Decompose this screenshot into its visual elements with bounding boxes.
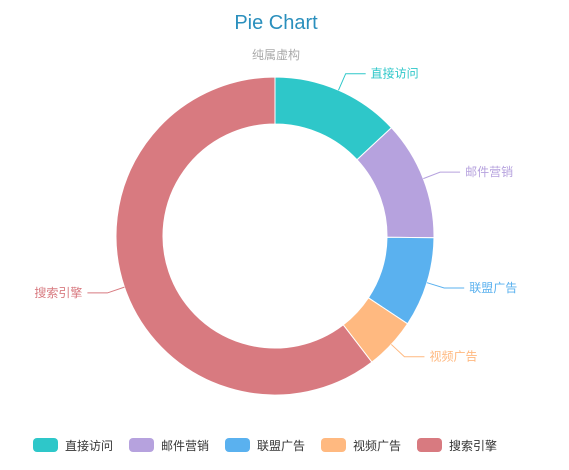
- slice-label-3: 联盟广告: [469, 281, 517, 295]
- legend-swatch-3: [225, 438, 250, 452]
- label-line-2: [423, 171, 461, 180]
- label-line-5: [87, 286, 125, 294]
- legend-label-3: 联盟广告: [257, 439, 305, 453]
- legend-item-3[interactable]: 联盟广告: [225, 438, 305, 453]
- pie-slice-5[interactable]: [115, 76, 373, 396]
- legend-swatch-2: [129, 438, 154, 452]
- slice-label-1: 直接访问: [371, 66, 419, 81]
- label-line-4: [390, 344, 425, 358]
- legend-label-5: 搜索引擎: [449, 438, 497, 453]
- legend-swatch-1: [33, 438, 58, 452]
- legend-swatch-4: [321, 438, 346, 452]
- legend-item-2[interactable]: 邮件营销: [129, 438, 209, 453]
- chart-title: Pie Chart: [234, 12, 318, 34]
- legend-item-5[interactable]: 搜索引擎: [417, 438, 497, 453]
- label-line-1: [338, 73, 366, 91]
- legend-label-1: 直接访问: [65, 438, 113, 453]
- legend-swatch-5: [417, 438, 442, 452]
- legend-item-1[interactable]: 直接访问: [33, 438, 113, 453]
- slice-label-5: 搜索引擎: [34, 285, 82, 300]
- slice-label-2: 邮件营销: [465, 165, 513, 179]
- chart-subtitle: 纯属虚构: [251, 48, 300, 62]
- label-line-3: [426, 282, 465, 289]
- slice-label-4: 视频广告: [429, 349, 477, 364]
- legend-label-2: 邮件营销: [161, 439, 209, 453]
- legend-item-4[interactable]: 视频广告: [321, 438, 401, 453]
- legend-label-4: 视频广告: [353, 438, 401, 453]
